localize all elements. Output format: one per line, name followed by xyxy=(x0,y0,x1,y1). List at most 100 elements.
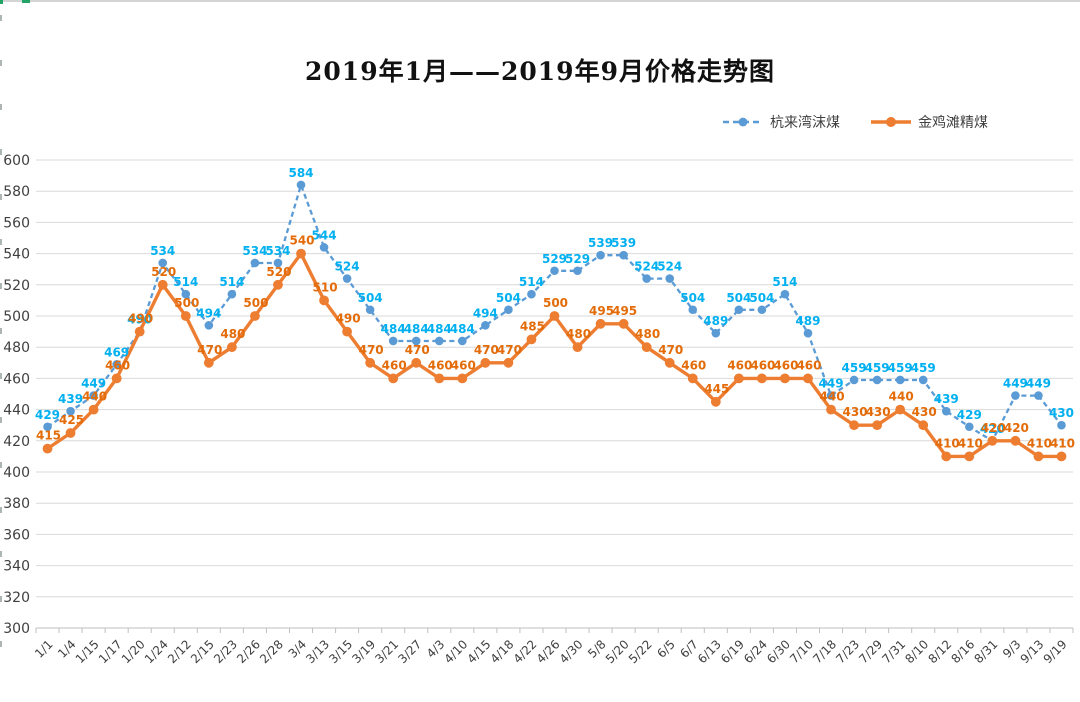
x-tick-label: 6/30 xyxy=(764,637,793,666)
worksheet-top-border xyxy=(0,0,1080,2)
x-tick-label: 1/1 xyxy=(32,637,56,661)
x-tick-label: 8/16 xyxy=(948,637,977,666)
row-tick xyxy=(0,462,2,468)
data-point-marker xyxy=(572,342,583,353)
x-tick-label: 1/15 xyxy=(73,637,102,666)
data-label: 470 xyxy=(197,343,222,357)
x-tick-label: 2/15 xyxy=(188,637,217,666)
x-tick-label: 4/10 xyxy=(441,637,470,666)
data-label: 445 xyxy=(704,382,729,396)
data-point-marker xyxy=(803,373,813,384)
data-label: 415 xyxy=(36,429,61,443)
data-point-marker xyxy=(895,404,906,415)
data-label: 514 xyxy=(219,275,244,289)
data-label: 420 xyxy=(1004,421,1029,435)
data-point-marker xyxy=(342,274,352,283)
y-tick-label: 340 xyxy=(3,559,30,575)
data-point-marker xyxy=(273,279,283,290)
data-point-marker xyxy=(434,373,445,384)
data-point-marker xyxy=(733,373,744,384)
dashed-line-marker-icon xyxy=(723,117,763,127)
data-label: 490 xyxy=(336,312,361,326)
series-0-data-labels: 4294394494694905345144945145345345845445… xyxy=(35,166,1074,436)
data-label: 425 xyxy=(59,413,84,427)
data-label: 449 xyxy=(819,377,844,391)
data-point-marker xyxy=(388,373,399,384)
data-label: 459 xyxy=(865,361,890,375)
data-point-marker xyxy=(89,391,98,400)
data-point-marker xyxy=(596,250,605,260)
y-tick-label: 600 xyxy=(3,153,30,169)
x-tick-label: 4/15 xyxy=(465,637,494,666)
row-tick xyxy=(0,506,2,513)
x-tick-label: 3/19 xyxy=(349,637,378,666)
data-label: 529 xyxy=(565,252,590,266)
data-point-marker xyxy=(65,428,76,438)
data-label: 504 xyxy=(726,291,751,305)
y-tick-label: 560 xyxy=(3,215,30,231)
data-label: 520 xyxy=(151,265,176,279)
data-point-marker xyxy=(803,328,813,338)
data-point-marker xyxy=(481,321,490,330)
data-label: 485 xyxy=(520,319,545,333)
data-point-marker xyxy=(757,373,767,384)
data-label: 460 xyxy=(750,358,775,372)
data-point-marker xyxy=(619,250,628,260)
x-tick-label: 2/23 xyxy=(211,637,240,666)
data-label: 410 xyxy=(935,436,960,450)
data-point-marker xyxy=(941,406,951,416)
data-label: 539 xyxy=(611,236,636,250)
data-label: 440 xyxy=(820,390,845,404)
data-label: 514 xyxy=(772,275,797,289)
x-tick-label: 3/13 xyxy=(303,637,332,666)
data-label: 460 xyxy=(796,358,821,372)
data-point-marker xyxy=(158,258,168,268)
data-label: 470 xyxy=(359,343,384,357)
data-point-marker xyxy=(710,396,721,407)
x-tick-label: 7/31 xyxy=(879,637,908,666)
x-tick-label: 8/10 xyxy=(902,637,931,666)
data-label: 410 xyxy=(1027,436,1052,450)
x-tick-label: 7/29 xyxy=(856,637,885,666)
data-label: 420 xyxy=(980,422,1005,436)
row-tick xyxy=(0,15,2,21)
data-label: 470 xyxy=(474,343,499,357)
x-tick-label: 6/5 xyxy=(654,637,678,661)
y-tick-label: 580 xyxy=(3,184,30,200)
row-tick xyxy=(0,327,2,334)
data-label: 440 xyxy=(889,390,914,404)
data-point-marker xyxy=(204,321,214,330)
data-point-marker xyxy=(134,326,145,337)
row-tick xyxy=(0,193,2,200)
data-point-marker xyxy=(365,305,375,315)
row-tick xyxy=(0,551,2,558)
row-tick xyxy=(0,149,2,156)
x-tick-label: 8/12 xyxy=(925,637,954,666)
data-point-marker xyxy=(826,404,836,415)
data-point-marker xyxy=(112,360,121,369)
x-tick-label: 9/19 xyxy=(1041,637,1070,666)
x-tick-label: 7/23 xyxy=(833,637,862,666)
y-tick-label: 460 xyxy=(3,371,30,387)
data-label: 489 xyxy=(703,314,728,328)
data-label: 524 xyxy=(335,260,360,274)
data-label: 484 xyxy=(404,322,429,336)
y-tick-label: 500 xyxy=(3,309,30,325)
data-label: 540 xyxy=(289,234,314,248)
data-label: 460 xyxy=(681,358,706,372)
data-point-marker xyxy=(319,243,329,252)
solid-line-marker-icon xyxy=(871,117,911,127)
data-label: 460 xyxy=(773,358,798,372)
data-label: 460 xyxy=(451,358,476,372)
legend-item-hanglaiwan: 杭来湾沫煤 xyxy=(722,112,840,132)
data-label: 514 xyxy=(173,275,198,289)
data-point-marker xyxy=(757,305,767,315)
data-point-marker xyxy=(226,342,237,353)
row-tick xyxy=(0,417,2,424)
data-label: 459 xyxy=(911,361,936,375)
data-label: 470 xyxy=(658,343,683,357)
x-tick-label: 4/26 xyxy=(534,637,563,666)
data-label: 534 xyxy=(265,244,290,258)
data-point-marker xyxy=(941,451,952,462)
